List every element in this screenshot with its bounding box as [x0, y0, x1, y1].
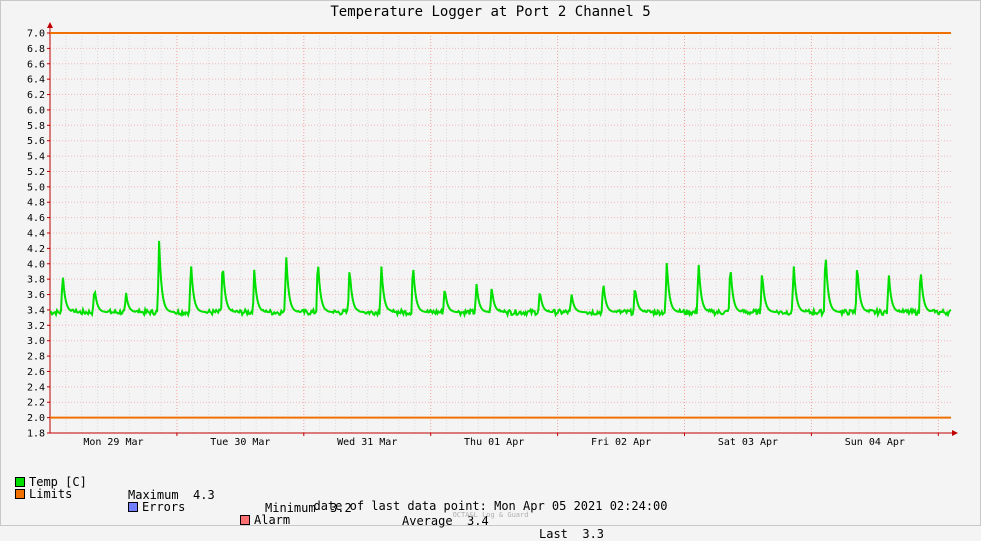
legend-label-alarm: Alarm: [254, 513, 291, 527]
y-tick-label: 6.6: [27, 59, 45, 70]
legend-row-2: Limits Errors Alarm: [15, 475, 290, 527]
x-axis-arrow: [952, 430, 958, 436]
stat-maximum-value: 4.3: [193, 488, 215, 502]
y-tick-label: 2.6: [27, 367, 45, 378]
x-tick-label: Sun 04 Apr: [845, 437, 905, 448]
y-tick-label: 3.4: [27, 305, 45, 316]
y-tick-label: 4.6: [27, 213, 45, 224]
stat-minimum-label: Minimum: [265, 501, 316, 515]
y-tick-label: 2.8: [27, 352, 45, 363]
y-tick-label: 5.8: [27, 121, 45, 132]
x-tick-label: Sat 03 Apr: [718, 437, 778, 448]
legend-label-limits: Limits: [29, 487, 73, 501]
stat-minimum-value: 3.2: [330, 501, 352, 515]
y-tick-label: 5.0: [27, 182, 45, 193]
y-tick-label: 3.6: [27, 290, 45, 301]
y-tick-label: 6.2: [27, 90, 45, 101]
stat-average-value: 3.4: [467, 514, 489, 528]
vertical-gridlines: [65, 33, 939, 433]
stat-last-label: Last: [539, 527, 568, 541]
y-tick-label: 4.4: [27, 229, 45, 240]
chart-plot-area: 7.0 6.8 6.6 6.4 6.2 6.0 5.8 5.6 5.4 5.2 5.0 4.8 4.6 4…: [27, 22, 958, 448]
brand-watermark: OCTA&L Log & Guard: [452, 511, 529, 519]
stat-last: Last 3.3: [539, 528, 604, 541]
chart-axes: [47, 22, 958, 436]
legend-swatch-errors: [128, 502, 138, 512]
y-tick-label: 3.2: [27, 321, 45, 332]
stat-average: Average 3.4: [402, 515, 489, 528]
stat-maximum: Maximum 4.3: [128, 489, 215, 502]
legend-item-errors: Errors: [128, 501, 185, 514]
y-tick-label: 6.8: [27, 44, 45, 55]
last-data-point-text: date of last data point: Mon Apr 05 2021…: [313, 499, 668, 513]
legend-swatch-alarm: [240, 515, 250, 525]
legend-swatch-temp: [15, 477, 25, 487]
y-tick-label: 5.4: [27, 152, 45, 163]
x-tick-label: Mon 29 Mar: [83, 437, 143, 448]
stat-minimum: Minimum 3.2: [265, 502, 352, 515]
y-tick-label: 4.2: [27, 244, 45, 255]
stat-average-label: Average: [402, 514, 453, 528]
y-tick-label: 4.8: [27, 198, 45, 209]
legend-item-alarm: Alarm: [240, 514, 290, 527]
x-tick-label: Wed 31 Mar: [337, 437, 397, 448]
x-tick-labels: Mon 29 Mar Tue 30 Mar Wed 31 Mar Thu 01 Apr…: [83, 437, 905, 448]
horizontal-gridlines: [50, 32, 951, 434]
legend-swatch-limits: [15, 489, 25, 499]
y-tick-label: 3.8: [27, 275, 45, 286]
y-tick-label: 7.0: [27, 29, 45, 40]
y-tick-label: 2.2: [27, 398, 45, 409]
y-tick-labels: 7.0 6.8 6.6 6.4 6.2 6.0 5.8 5.6 5.4 5.2 5.0 4.8 4.6 4…: [27, 29, 45, 440]
x-tick-label: Thu 01 Apr: [464, 437, 524, 448]
y-tick-label: 4.0: [27, 259, 45, 270]
legend-label-errors: Errors: [142, 500, 186, 514]
y-tick-label: 1.8: [27, 429, 45, 440]
y-tick-label: 2.0: [27, 413, 45, 424]
series-line-temp: [49, 240, 952, 319]
y-tick-label: 2.4: [27, 382, 45, 393]
chart-title: Temperature Logger at Port 2 Channel 5: [330, 4, 651, 20]
x-tick-label: Fri 02 Apr: [591, 437, 651, 448]
y-axis-arrow: [47, 22, 53, 28]
stat-last-value: 3.3: [582, 527, 605, 541]
stat-maximum-label: Maximum: [128, 488, 179, 502]
y-tick-label: 6.4: [27, 75, 45, 86]
y-tick-label: 3.0: [27, 336, 45, 347]
legend-item-temp: Temp [C]: [15, 476, 87, 489]
series-group: [49, 240, 952, 319]
y-tick-label: 5.6: [27, 136, 45, 147]
legend-label-temp: Temp [C]: [29, 475, 87, 489]
y-tick-label: 5.2: [27, 167, 45, 178]
limit-lines: [50, 32, 951, 419]
y-tick-label: 6.0: [27, 105, 45, 116]
legend-item-limits: Limits: [15, 488, 72, 501]
x-tick-label: Tue 30 Mar: [210, 437, 270, 448]
